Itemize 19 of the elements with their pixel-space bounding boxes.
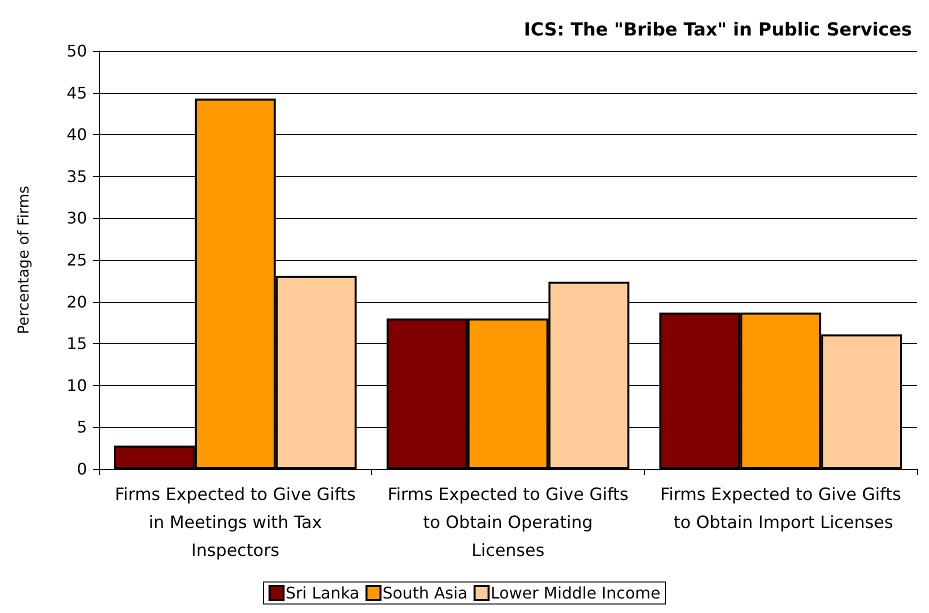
y-tick-label: 5	[76, 418, 87, 437]
y-axis-title: Percentage of Firms	[14, 186, 32, 334]
chart-title: ICS: The "Bribe Tax" in Public Services	[524, 20, 912, 40]
x-tick-label: Firms Expected to Give Gifts to Obtain Import Licenses	[660, 485, 902, 533]
y-tick-label: 15	[66, 334, 87, 354]
y-tick-label: 45	[66, 83, 87, 102]
y-tick-label: 50	[66, 42, 87, 60]
x-tick-label: Firms Expected to Give Gifts to Obtain Operating Licenses	[388, 485, 629, 561]
y-tick-label: 10	[66, 376, 87, 395]
y-tick-label: 40	[66, 125, 87, 144]
x-tick-label: Firms Expected to Give Gifts in Meetings with Tax Inspectors	[114, 485, 356, 561]
y-tick-label: 35	[66, 166, 87, 186]
y-tick-label: 25	[66, 250, 87, 270]
y-tick-label: 20	[66, 292, 87, 312]
legend-label: Sri Lanka	[286, 584, 360, 602]
legend-label: Lower Middle Income	[490, 584, 660, 602]
y-tick-label: 30	[66, 208, 87, 228]
legend-label: South Asia	[382, 584, 468, 602]
y-tick-label: 0	[76, 460, 87, 478]
